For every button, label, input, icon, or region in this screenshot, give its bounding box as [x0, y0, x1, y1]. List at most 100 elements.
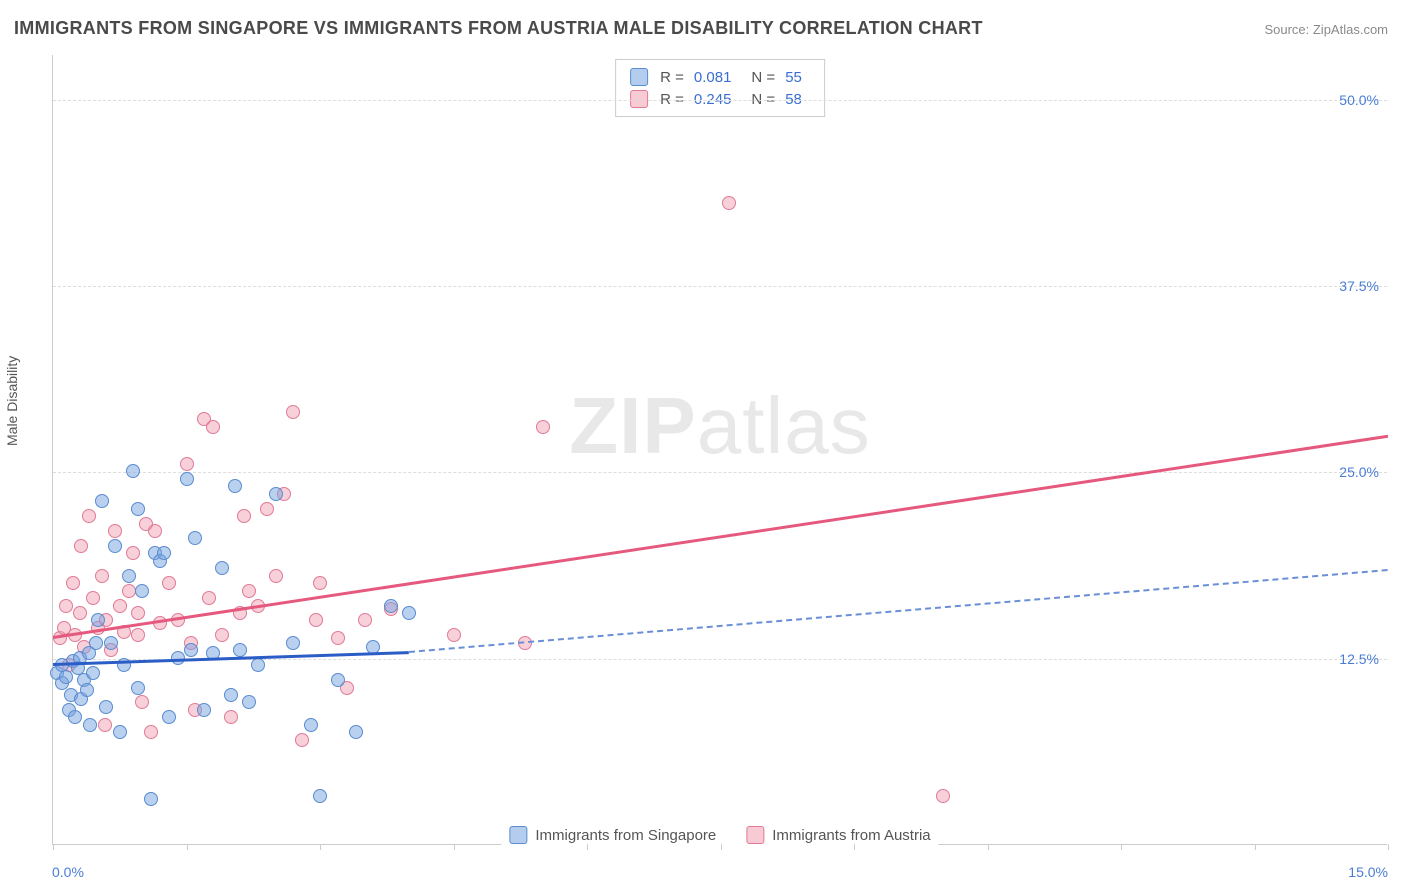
y-tick-label: 50.0% — [1339, 92, 1379, 108]
gridline — [53, 286, 1387, 287]
data-point — [936, 789, 950, 803]
data-point — [228, 479, 242, 493]
data-point — [108, 524, 122, 538]
gridline — [53, 100, 1387, 101]
data-point — [242, 695, 256, 709]
data-point — [148, 524, 162, 538]
data-point — [135, 695, 149, 709]
data-point — [295, 733, 309, 747]
stats-legend: R = 0.081 N = 55 R = 0.245 N = 58 — [615, 59, 825, 117]
plot-area: ZIPatlas R = 0.081 N = 55 R = 0.245 N = … — [52, 55, 1387, 845]
data-point — [184, 643, 198, 657]
data-point — [66, 576, 80, 590]
data-point — [99, 700, 113, 714]
data-point — [722, 196, 736, 210]
x-tick — [721, 844, 722, 850]
stats-row-1: R = 0.081 N = 55 — [630, 66, 810, 88]
r-value-1: 0.081 — [694, 69, 732, 86]
x-tick — [454, 844, 455, 850]
data-point — [286, 636, 300, 650]
data-point — [313, 789, 327, 803]
legend-item-2: Immigrants from Austria — [746, 826, 930, 844]
data-point — [122, 569, 136, 583]
data-point — [73, 606, 87, 620]
legend-label-1: Immigrants from Singapore — [535, 827, 716, 844]
data-point — [180, 472, 194, 486]
data-point — [59, 599, 73, 613]
data-point — [206, 420, 220, 434]
x-tick — [854, 844, 855, 850]
swatch-blue-icon — [509, 826, 527, 844]
x-tick — [1255, 844, 1256, 850]
data-point — [68, 710, 82, 724]
data-point — [82, 509, 96, 523]
data-point — [80, 683, 94, 697]
data-point — [131, 606, 145, 620]
data-point — [188, 531, 202, 545]
data-point — [126, 546, 140, 560]
x-tick — [988, 844, 989, 850]
x-tick — [1388, 844, 1389, 850]
data-point — [95, 569, 109, 583]
x-tick — [587, 844, 588, 850]
data-point — [131, 628, 145, 642]
trend-line — [53, 435, 1388, 639]
bottom-legend: Immigrants from Singapore Immigrants fro… — [501, 824, 938, 846]
x-tick-label-left: 0.0% — [52, 864, 84, 880]
source-label: Source: ZipAtlas.com — [1264, 22, 1388, 37]
data-point — [86, 666, 100, 680]
data-point — [224, 710, 238, 724]
data-point — [122, 584, 136, 598]
data-point — [260, 502, 274, 516]
data-point — [331, 673, 345, 687]
data-point — [358, 613, 372, 627]
data-point — [113, 599, 127, 613]
n-value-1: 55 — [785, 69, 802, 86]
x-tick-label-right: 15.0% — [1348, 864, 1388, 880]
n-label: N = — [751, 69, 775, 86]
data-point — [104, 636, 118, 650]
legend-item-1: Immigrants from Singapore — [509, 826, 716, 844]
data-point — [349, 725, 363, 739]
x-tick — [320, 844, 321, 850]
swatch-pink-icon — [746, 826, 764, 844]
data-point — [202, 591, 216, 605]
data-point — [224, 688, 238, 702]
data-point — [313, 576, 327, 590]
data-point — [269, 487, 283, 501]
data-point — [286, 405, 300, 419]
data-point — [269, 569, 283, 583]
data-point — [95, 494, 109, 508]
data-point — [304, 718, 318, 732]
watermark-zip: ZIP — [569, 381, 696, 470]
data-point — [131, 681, 145, 695]
data-point — [402, 606, 416, 620]
y-axis-label: Male Disability — [4, 356, 20, 446]
data-point — [536, 420, 550, 434]
legend-label-2: Immigrants from Austria — [772, 827, 930, 844]
data-point — [447, 628, 461, 642]
data-point — [135, 584, 149, 598]
data-point — [162, 576, 176, 590]
data-point — [89, 636, 103, 650]
data-point — [251, 658, 265, 672]
data-point — [91, 613, 105, 627]
data-point — [144, 725, 158, 739]
y-tick-label: 25.0% — [1339, 464, 1379, 480]
data-point — [215, 561, 229, 575]
data-point — [108, 539, 122, 553]
gridline — [53, 472, 1387, 473]
data-point — [242, 584, 256, 598]
data-point — [384, 599, 398, 613]
data-point — [215, 628, 229, 642]
data-point — [131, 502, 145, 516]
data-point — [113, 725, 127, 739]
watermark-atlas: atlas — [697, 381, 871, 470]
x-tick — [53, 844, 54, 850]
data-point — [83, 718, 97, 732]
x-tick — [187, 844, 188, 850]
y-tick-label: 12.5% — [1339, 651, 1379, 667]
data-point — [86, 591, 100, 605]
data-point — [74, 539, 88, 553]
data-point — [237, 509, 251, 523]
